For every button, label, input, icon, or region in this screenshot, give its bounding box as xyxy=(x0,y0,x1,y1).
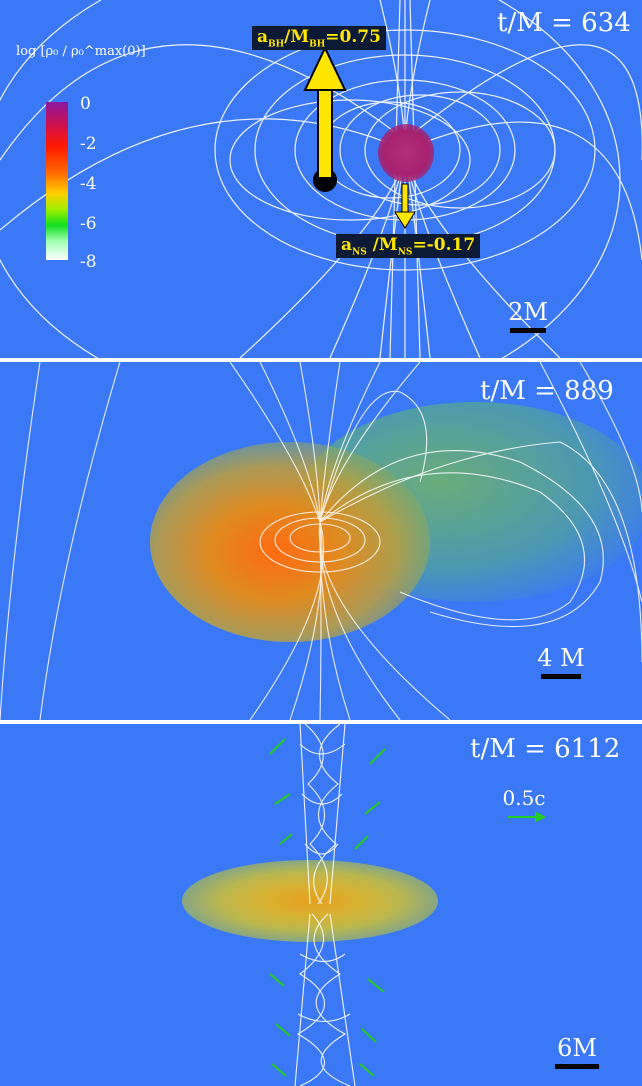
scale-bar: 4 M xyxy=(532,644,590,679)
panel-t6112: t/M = 6112 0.5c 6M xyxy=(0,724,642,1086)
scale-bar: 6M xyxy=(552,1034,602,1069)
colorbar xyxy=(46,102,68,260)
time-label: t/M = 889 xyxy=(480,376,614,406)
time-label: t/M = 634 xyxy=(497,8,631,38)
time-label: t/M = 6112 xyxy=(470,734,621,764)
panel-t889: t/M = 889 4 M xyxy=(0,362,642,720)
colorbar-tick: 0 xyxy=(80,94,91,114)
velocity-scale-label: 0.5c xyxy=(502,786,546,810)
spin-arrows xyxy=(303,45,416,229)
scale-label: 2M xyxy=(508,298,548,326)
jet-funnel xyxy=(269,724,547,1086)
ns-spin-label: aNS /MNS=-0.17 xyxy=(336,234,481,259)
colorbar-tick: -2 xyxy=(80,134,97,154)
colorbar-tick: -4 xyxy=(80,174,97,194)
colorbar-tick: -6 xyxy=(80,214,97,234)
scale-bar-line xyxy=(555,1064,599,1069)
panel-t634: aBH/MBH=0.75 aNS /MNS=-0.17 log [ρ₀ / ρ₀… xyxy=(0,0,642,358)
magnetic-field-lines xyxy=(0,362,642,720)
scale-bar: 2M xyxy=(506,298,550,333)
neutron-star xyxy=(378,124,434,182)
scale-bar-line xyxy=(510,328,546,333)
debris-disk xyxy=(150,442,430,642)
scale-bar-line xyxy=(541,674,581,679)
colorbar-label: log [ρ₀ / ρ₀^max(0)] xyxy=(16,44,146,59)
colorbar-tick: -8 xyxy=(80,252,97,272)
scale-label: 4 M xyxy=(537,644,585,672)
scale-label: 6M xyxy=(557,1034,597,1062)
bh-spin-label: aBH/MBH=0.75 xyxy=(252,26,386,51)
